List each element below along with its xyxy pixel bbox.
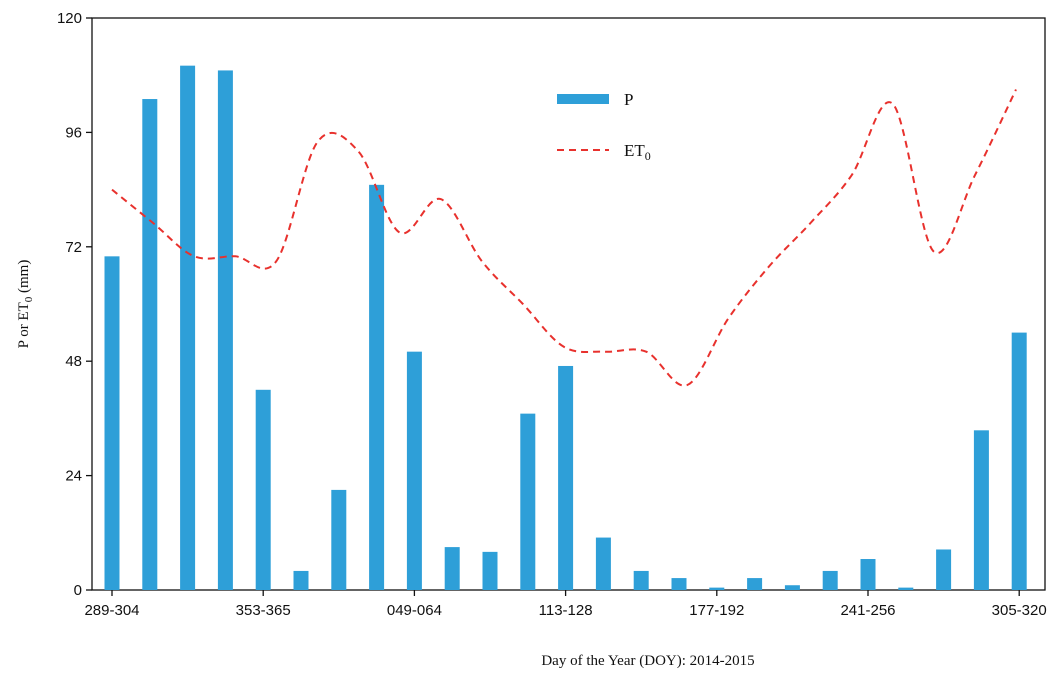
legend-p-label: P bbox=[624, 90, 633, 109]
x-tick-label: 289-304 bbox=[84, 602, 139, 619]
x-axis: 289-304 353-365 049-064 113-128 177-192 241-2… bbox=[84, 590, 1047, 619]
bar-series-p bbox=[104, 65, 1027, 591]
bar-p bbox=[180, 65, 196, 590]
y-axis-title-main: P or ET bbox=[16, 302, 32, 348]
bar-p bbox=[217, 70, 233, 590]
bar-p bbox=[747, 578, 763, 590]
y-tick-label: 24 bbox=[65, 468, 82, 485]
y-axis-title: P or ET0 (mm) bbox=[16, 260, 35, 349]
legend-et0-label-subscript: 0 bbox=[645, 149, 651, 163]
bar-p bbox=[255, 389, 271, 590]
bar-p bbox=[482, 551, 498, 590]
bar-p bbox=[633, 570, 649, 590]
line-series-et0 bbox=[111, 89, 1017, 387]
bar-p bbox=[822, 570, 838, 590]
x-tick-label: 305-320 bbox=[992, 602, 1047, 619]
x-tick-label: 177-192 bbox=[689, 602, 744, 619]
bar-p bbox=[558, 365, 574, 590]
x-tick-label: 353-365 bbox=[236, 602, 291, 619]
legend-p-swatch bbox=[557, 94, 609, 104]
bar-p bbox=[973, 430, 989, 590]
x-tick-label: 049-064 bbox=[387, 602, 442, 619]
bar-p bbox=[784, 585, 800, 590]
bar-p bbox=[369, 184, 385, 591]
bar-p bbox=[709, 587, 725, 590]
bar-p bbox=[142, 99, 158, 591]
x-tick-label: 113-128 bbox=[539, 602, 593, 619]
bar-p bbox=[936, 549, 952, 590]
bar-p bbox=[595, 537, 611, 590]
x-axis-title: Day of the Year (DOY): 2014-2015 bbox=[541, 653, 754, 669]
bar-p bbox=[898, 587, 914, 590]
bar-p bbox=[406, 351, 422, 590]
bar-p bbox=[104, 256, 120, 590]
y-tick-label: 48 bbox=[65, 353, 82, 370]
bar-p bbox=[293, 570, 309, 590]
y-axis-title-subscript: 0 bbox=[23, 296, 35, 302]
x-tick-label: 241-256 bbox=[840, 602, 895, 619]
y-axis: 0 24 48 72 96 120 bbox=[57, 10, 92, 599]
y-axis-title-unit: (mm) bbox=[16, 260, 32, 297]
bar-p bbox=[444, 547, 460, 590]
legend-et0-label: ET0 bbox=[624, 141, 651, 163]
y-tick-label: 96 bbox=[65, 124, 82, 141]
bar-p bbox=[671, 578, 687, 590]
legend: P ET0 bbox=[557, 90, 651, 163]
legend-et0-label-main: ET bbox=[624, 141, 645, 160]
bar-p bbox=[860, 559, 876, 590]
bar-p bbox=[1011, 332, 1027, 590]
y-tick-label: 120 bbox=[57, 10, 82, 27]
y-tick-label: 72 bbox=[65, 239, 82, 256]
bar-p bbox=[331, 489, 347, 590]
y-tick-label: 0 bbox=[74, 582, 82, 599]
bar-p bbox=[520, 413, 536, 590]
